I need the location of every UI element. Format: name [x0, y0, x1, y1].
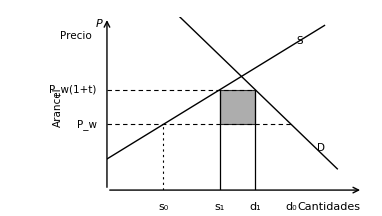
Text: D: D [317, 143, 325, 153]
Text: Precio: Precio [60, 31, 92, 41]
Bar [220, 90, 256, 124]
Text: d₁: d₁ [249, 202, 261, 212]
Text: s₀: s₀ [158, 202, 168, 212]
Text: P: P [96, 19, 103, 29]
Text: s₁: s₁ [214, 202, 225, 212]
Text: S: S [296, 36, 303, 46]
Text: Arancel: Arancel [53, 87, 63, 127]
Text: d₀: d₀ [285, 202, 297, 212]
Text: P_w: P_w [77, 119, 97, 130]
Text: Cantidades: Cantidades [297, 202, 360, 212]
Text: P_w(1+t): P_w(1+t) [49, 84, 97, 95]
